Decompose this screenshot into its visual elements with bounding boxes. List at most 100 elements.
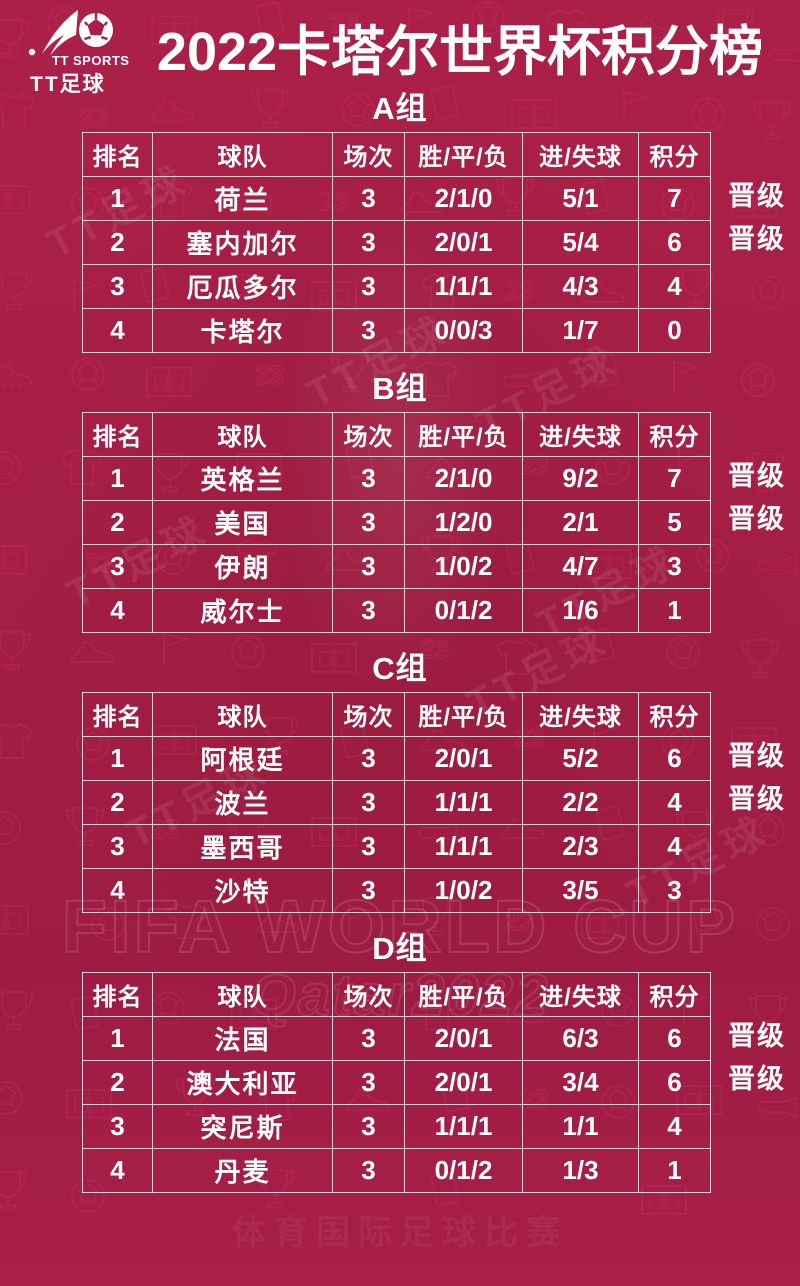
rank-cell: 3 [82, 264, 153, 309]
wdl-cell: 1/1/1 [404, 1104, 523, 1149]
played-cell: 3 [332, 176, 405, 221]
goals-cell: 6/3 [522, 1016, 639, 1061]
standings-table-wrapper: 排名 球队 场次 胜/平/负 进/失球 积分 1 法国 3 2/0/1 6/3 6 2 澳大利亚 3 2/0/… [0, 972, 800, 1193]
column-header-2: 场次 [332, 692, 405, 737]
wdl-cell: 0/1/2 [404, 588, 523, 633]
wdl-cell: 2/1/0 [404, 456, 523, 501]
rank-cell: 3 [82, 1104, 153, 1149]
page-header: TT SPORTS TT足球 2022卡塔尔世界杯积分榜 [0, 0, 800, 96]
group-title: D组 [372, 931, 428, 966]
standings-table: 排名 球队 场次 胜/平/负 进/失球 积分 1 英格兰 3 2/1/0 9/2 7 2 美国 3 1/2/0… [82, 412, 711, 633]
rank-cell: 1 [82, 736, 153, 781]
group-section-B组: B组 排名 球队 场次 胜/平/负 进/失球 积分 1 英格兰 3 2/1/0 9/2 7 2 美国 3 1/2… [0, 371, 800, 633]
played-cell: 3 [332, 264, 405, 309]
played-cell: 3 [332, 824, 405, 869]
goals-cell: 5/4 [522, 220, 639, 265]
table-row: 4 威尔士 3 0/1/2 1/6 1 [82, 588, 711, 633]
page-title: 2022卡塔尔世界杯积分榜 [156, 22, 764, 82]
table-row: 1 阿根廷 3 2/0/1 5/2 6 [82, 736, 711, 781]
qualify-badge: 晋级 [728, 181, 786, 211]
wdl-cell: 2/0/1 [404, 220, 523, 265]
qualify-badge: 晋级 [728, 224, 786, 254]
group-section-D组: D组 排名 球队 场次 胜/平/负 进/失球 积分 1 法国 3 2/0/1 6/3 6 2 澳大利亚 3 2/… [0, 931, 800, 1193]
wdl-cell: 1/1/1 [404, 780, 523, 825]
group-title: B组 [372, 371, 428, 406]
column-header-4: 进/失球 [522, 972, 639, 1017]
goals-cell: 4/7 [522, 544, 639, 589]
team-cell: 沙特 [152, 868, 333, 913]
qualify-column: 晋级 晋级 [714, 972, 800, 1187]
column-header-5: 积分 [638, 692, 711, 737]
wdl-cell: 1/1/1 [404, 824, 523, 869]
qualify-badge: 晋级 [728, 504, 786, 534]
bottom-watermark: 体育国际足球比赛 [232, 1214, 568, 1252]
played-cell: 3 [332, 500, 405, 545]
qualify-badge: 晋级 [728, 741, 786, 771]
column-header-4: 进/失球 [522, 412, 639, 457]
points-cell: 3 [638, 868, 711, 913]
qualify-badge: 晋级 [728, 1064, 786, 1094]
goals-cell: 5/2 [522, 736, 639, 781]
rank-cell: 4 [82, 868, 153, 913]
wdl-cell: 1/2/0 [404, 500, 523, 545]
standings-table: 排名 球队 场次 胜/平/负 进/失球 积分 1 阿根廷 3 2/0/1 5/2 6 2 波兰 3 1/1/1… [82, 692, 711, 913]
played-cell: 3 [332, 456, 405, 501]
points-cell: 4 [638, 824, 711, 869]
team-cell: 英格兰 [152, 456, 333, 501]
rank-cell: 2 [82, 500, 153, 545]
qualify-badge: 晋级 [728, 784, 786, 814]
team-cell: 阿根廷 [152, 736, 333, 781]
group-section-C组: C组 排名 球队 场次 胜/平/负 进/失球 积分 1 阿根廷 3 2/0/1 5/2 6 2 波兰 3 1/1… [0, 652, 800, 913]
table-row: 4 丹麦 3 0/1/2 1/3 1 [82, 1148, 711, 1193]
team-cell: 厄瓜多尔 [152, 264, 333, 309]
goals-cell: 1/6 [522, 588, 639, 633]
table-row: 1 荷兰 3 2/1/0 5/1 7 [82, 176, 711, 221]
table-row: 3 突尼斯 3 1/1/1 1/1 4 [82, 1104, 711, 1149]
points-cell: 6 [638, 736, 711, 781]
points-cell: 7 [638, 176, 711, 221]
played-cell: 3 [332, 588, 405, 633]
column-header-5: 积分 [638, 132, 711, 177]
goals-cell: 1/1 [522, 1104, 639, 1149]
team-cell: 美国 [152, 500, 333, 545]
goals-cell: 2/2 [522, 780, 639, 825]
goals-cell: 1/7 [522, 308, 639, 353]
column-header-1: 球队 [152, 132, 333, 177]
logo-text-en: TT SPORTS [52, 53, 130, 68]
table-header-row: 排名 球队 场次 胜/平/负 进/失球 积分 [82, 692, 711, 737]
column-header-2: 场次 [332, 132, 405, 177]
rank-cell: 2 [82, 780, 153, 825]
table-row: 1 法国 3 2/0/1 6/3 6 [82, 1016, 711, 1061]
points-cell: 1 [638, 1148, 711, 1193]
points-cell: 4 [638, 1104, 711, 1149]
column-header-4: 进/失球 [522, 132, 639, 177]
goals-cell: 3/4 [522, 1060, 639, 1105]
column-header-5: 积分 [638, 412, 711, 457]
wdl-cell: 2/0/1 [404, 1060, 523, 1105]
wdl-cell: 1/0/2 [404, 544, 523, 589]
rank-cell: 3 [82, 824, 153, 869]
goals-cell: 9/2 [522, 456, 639, 501]
played-cell: 3 [332, 544, 405, 589]
table-row: 4 沙特 3 1/0/2 3/5 3 [82, 868, 711, 913]
rank-cell: 1 [82, 176, 153, 221]
points-cell: 0 [638, 308, 711, 353]
standings-table: 排名 球队 场次 胜/平/负 进/失球 积分 1 法国 3 2/0/1 6/3 6 2 澳大利亚 3 2/0/… [82, 972, 711, 1193]
table-row: 3 伊朗 3 1/0/2 4/7 3 [82, 544, 711, 589]
qualify-column: 晋级 晋级 [714, 412, 800, 627]
column-header-3: 胜/平/负 [404, 972, 523, 1017]
team-cell: 波兰 [152, 780, 333, 825]
played-cell: 3 [332, 736, 405, 781]
rank-cell: 4 [82, 308, 153, 353]
qualify-column: 晋级 晋级 [714, 132, 800, 347]
group-title: A组 [372, 91, 428, 126]
group-section-A组: A组 排名 球队 场次 胜/平/负 进/失球 积分 1 荷兰 3 2/1/0 5/1 7 2 塞内加尔 3 2/… [0, 91, 800, 353]
played-cell: 3 [332, 1148, 405, 1193]
column-header-3: 胜/平/负 [404, 692, 523, 737]
column-header-0: 排名 [82, 692, 153, 737]
goals-cell: 2/1 [522, 500, 639, 545]
team-cell: 塞内加尔 [152, 220, 333, 265]
played-cell: 3 [332, 1016, 405, 1061]
table-row: 1 英格兰 3 2/1/0 9/2 7 [82, 456, 711, 501]
